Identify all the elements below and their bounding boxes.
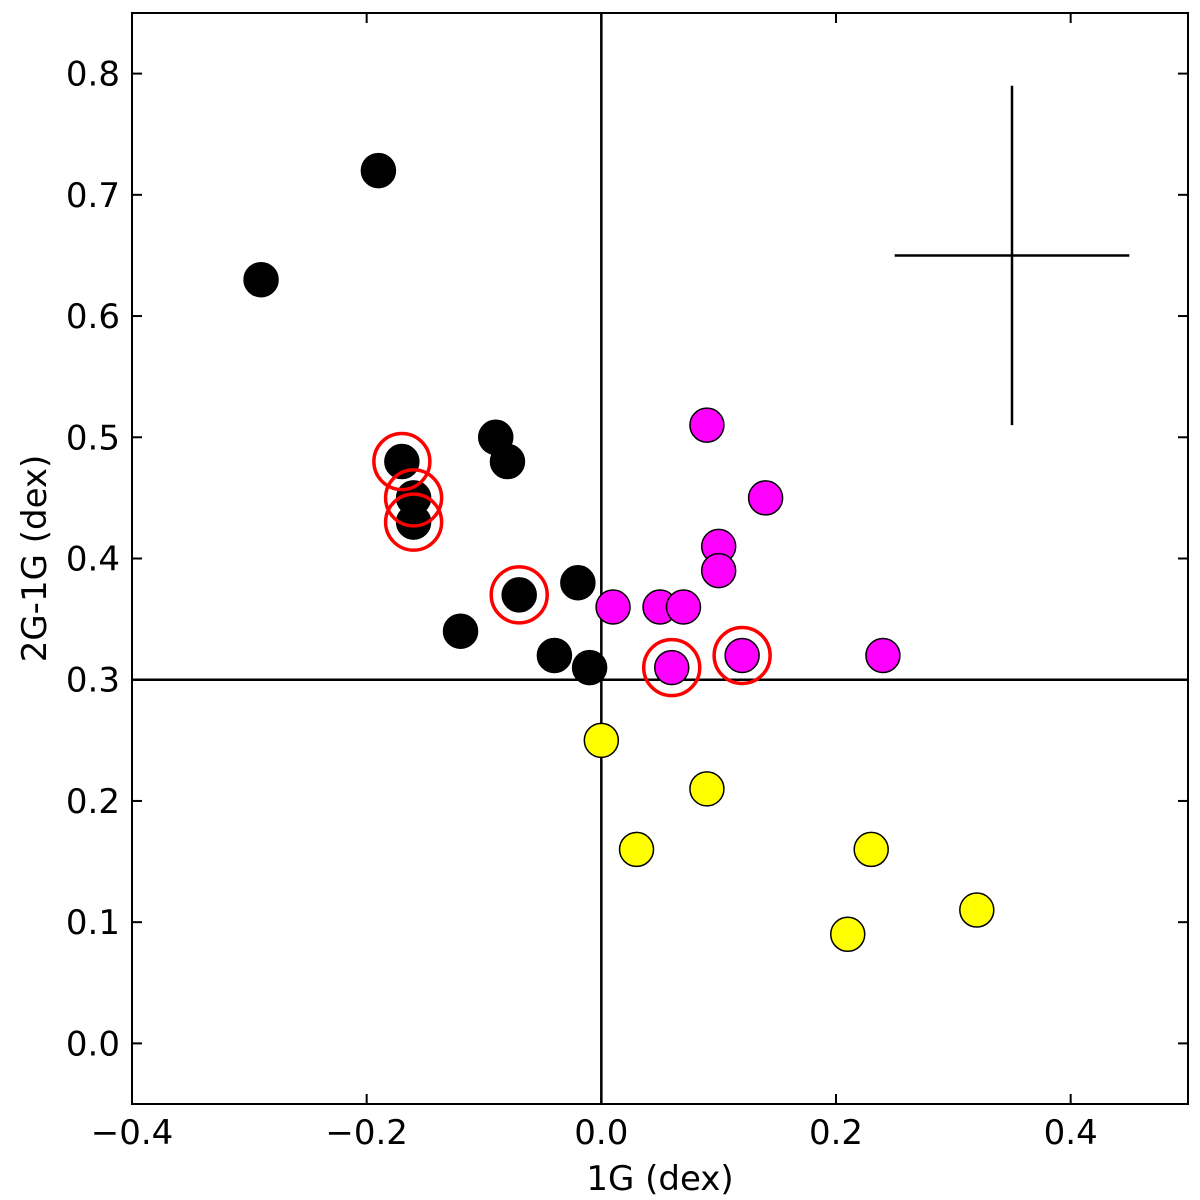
x-axis-label: 1G (dex) (586, 1159, 733, 1199)
x-tick-label-1: −0.2 (325, 1113, 408, 1153)
data-point-s0-8 (501, 577, 537, 613)
data-point-s1-3 (700, 552, 737, 589)
data-point-s1-7 (653, 649, 690, 686)
data-point-s0-9 (536, 637, 573, 674)
y-tick-label-8: 0.8 (66, 55, 120, 95)
data-point-s0-0 (243, 261, 279, 298)
data-point-s1-1 (747, 480, 784, 516)
error-bar (894, 85, 1130, 426)
y-tick-label-6: 0.6 (66, 297, 120, 337)
plot-frame (131, 12, 1189, 1105)
y-tick-label-0: 0.0 (66, 1024, 120, 1064)
highlight-ring-2 (383, 492, 444, 552)
y-tick-label-7: 0.7 (66, 176, 120, 216)
y-tick-label-3: 0.3 (66, 661, 120, 701)
data-point-s2-0 (583, 722, 620, 759)
data-point-s1-8 (724, 637, 760, 674)
y-tick-label-4: 0.4 (66, 540, 120, 580)
y-tick-label-1: 0.1 (66, 903, 120, 943)
reference-lines (132, 13, 1188, 1104)
highlight-ring-0 (372, 431, 432, 492)
highlight-ring-4 (641, 637, 702, 698)
x-tick-label-0: −0.4 (91, 1113, 174, 1153)
data-point-s0-1 (360, 152, 397, 189)
data-point-s0-10 (560, 564, 596, 601)
highlight-ring-5 (712, 625, 772, 686)
x-tick-label-2: 0.0 (574, 1113, 628, 1153)
data-point-s1-9 (865, 637, 901, 674)
x-tick-label-3: 0.2 (809, 1113, 863, 1153)
data-point-s0-3 (489, 443, 526, 480)
y-tick-label-2: 0.2 (66, 782, 120, 822)
y-axis-ticks: 0.0 0.1 0.2 0.3 0.4 0.5 0.6 0.7 0.8 (66, 55, 1188, 1064)
highlight-ring-1 (383, 468, 444, 528)
data-point-s2-1 (689, 771, 725, 807)
data-point-s0-11 (571, 649, 608, 686)
data-point-s2-3 (853, 831, 889, 868)
data-point-s2-4 (959, 892, 995, 928)
data-point-s1-0 (689, 407, 725, 443)
x-tick-label-4: 0.4 (1044, 1113, 1098, 1153)
highlight-ring-3 (489, 565, 549, 625)
x-axis-ticks: −0.4 −0.2 0.0 0.2 0.4 (91, 13, 1098, 1153)
data-points (243, 152, 995, 953)
y-tick-label-5: 0.5 (66, 418, 120, 458)
data-point-s0-7 (442, 613, 479, 649)
y-axis-label: 2G-1G (dex) (15, 455, 55, 663)
data-point-s1-4 (595, 589, 631, 625)
data-point-s2-5 (829, 916, 866, 953)
data-point-s1-6 (665, 589, 702, 625)
highlight-rings (372, 431, 772, 698)
data-point-s2-2 (618, 831, 655, 868)
